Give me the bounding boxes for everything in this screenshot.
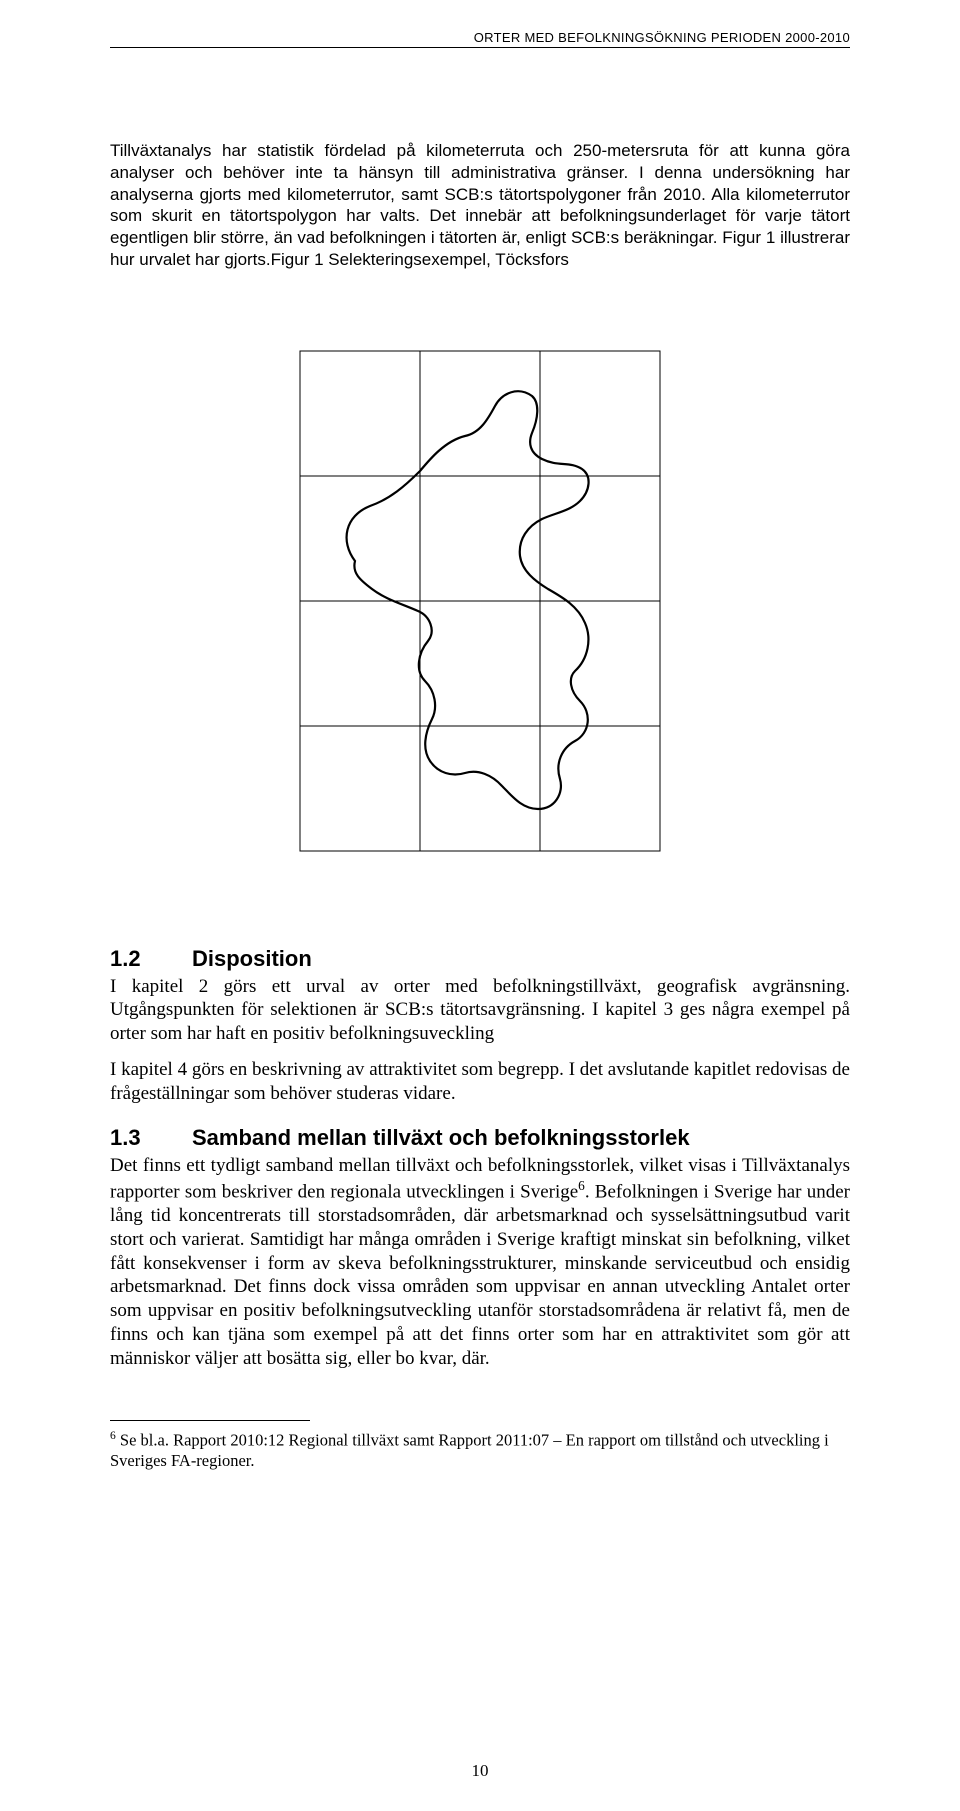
heading-title: Samband mellan tillväxt och befolkningss… [192,1125,690,1150]
footnote-6: 6 Se bl.a. Rapport 2010:12 Regional till… [110,1429,850,1472]
intro-paragraph: Tillväxtanalys har statistik fördelad på… [110,140,850,271]
tocksfors-map-svg [270,341,690,861]
footnote-separator [110,1420,310,1421]
heading-num: 1.2 [110,946,192,972]
footnote-text: Se bl.a. Rapport 2010:12 Regional tillvä… [110,1431,829,1471]
s2-para1: Det finns ett tydligt samband mellan til… [110,1154,850,1370]
heading-title: Disposition [192,946,312,971]
s2-text-b: . Befolkningen i Sverige har under lång … [110,1181,850,1368]
s1-para1: I kapitel 2 görs ett urval av orter med … [110,975,850,1046]
s1-para2: I kapitel 4 görs en beskrivning av attra… [110,1058,850,1106]
page-number: 10 [0,1761,960,1781]
heading-1-3: 1.3Samband mellan tillväxt och befolknin… [110,1125,850,1151]
footnote-ref: 6 [578,1178,585,1193]
figure-1 [110,341,850,866]
heading-num: 1.3 [110,1125,192,1151]
running-header: ORTER MED BEFOLKNINGSÖKNING PERIODEN 200… [110,30,850,48]
heading-1-2: 1.2Disposition [110,946,850,972]
